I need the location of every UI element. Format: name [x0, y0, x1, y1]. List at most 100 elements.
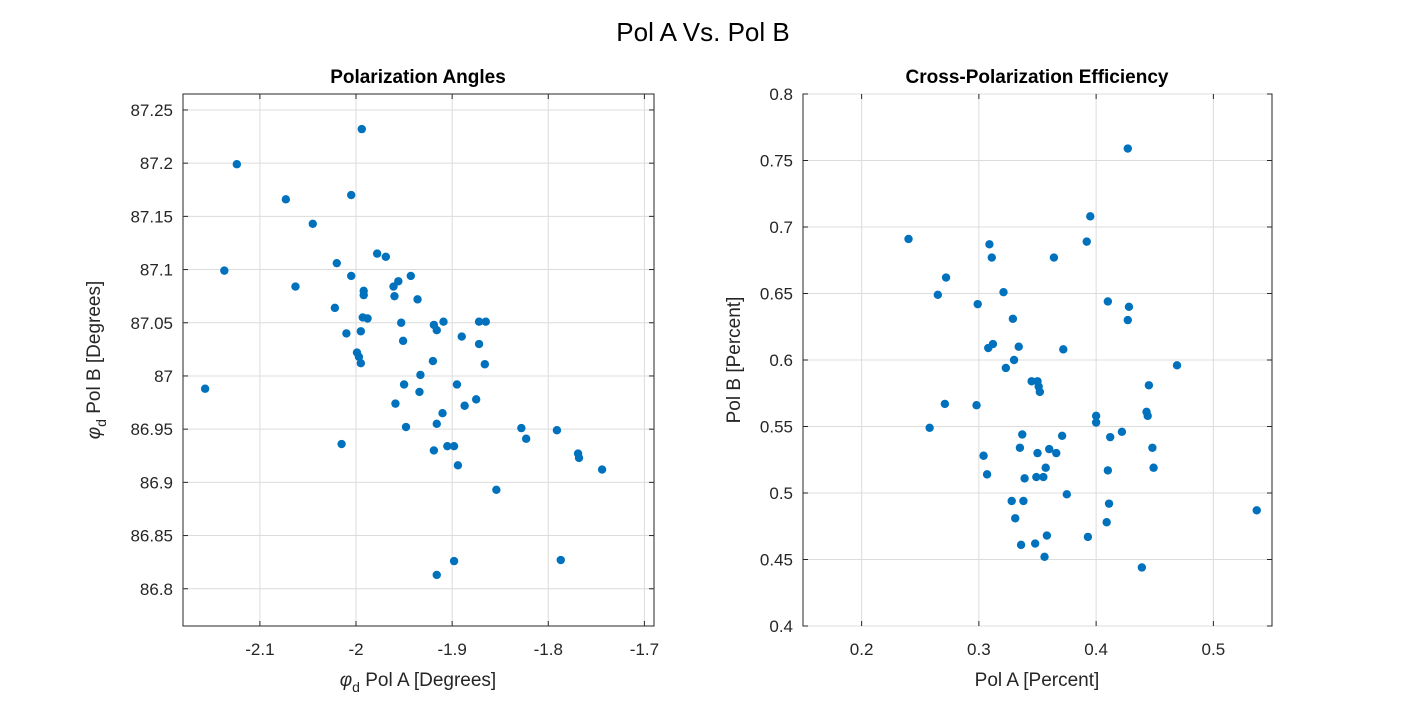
data-point — [940, 399, 950, 409]
data-point — [552, 426, 562, 435]
data-point — [337, 439, 346, 449]
x-tick-label: -1.8 — [534, 640, 563, 659]
data-point — [390, 291, 399, 301]
data-point — [1104, 499, 1114, 508]
y-tick-label: 87 — [154, 367, 173, 386]
data-point — [1035, 387, 1045, 397]
data-point — [521, 434, 531, 443]
y-tick-label: 0.6 — [769, 351, 793, 370]
left-plot-area — [182, 93, 655, 627]
data-point — [1030, 539, 1040, 548]
data-point — [428, 356, 438, 366]
data-point — [1117, 427, 1127, 437]
data-point — [1082, 237, 1091, 246]
data-point — [982, 470, 992, 479]
y-tick-label: 0.8 — [769, 85, 793, 104]
data-point — [1148, 443, 1157, 452]
data-point — [941, 273, 951, 282]
y-tick-label: 87.05 — [130, 314, 173, 333]
data-point — [1086, 212, 1095, 221]
x-tick-label: -2 — [348, 640, 363, 659]
data-point — [972, 401, 981, 410]
data-point — [363, 314, 372, 323]
data-point — [1011, 514, 1020, 523]
y-tick-label: 86.8 — [140, 580, 173, 599]
y-tick-label: 0.4 — [769, 617, 793, 636]
left-x-axis-label: φd Pol A [Degrees] — [340, 670, 496, 695]
data-point — [438, 409, 447, 418]
x-tick-label: 0.5 — [1202, 640, 1226, 659]
data-point — [357, 124, 366, 134]
data-point — [406, 271, 416, 281]
data-point — [330, 303, 340, 313]
y-tick-label: 87.1 — [140, 261, 173, 280]
data-point — [394, 277, 403, 286]
data-point — [200, 384, 210, 393]
data-point — [1040, 552, 1049, 562]
data-point — [1105, 432, 1115, 442]
data-point — [415, 387, 424, 397]
data-point — [432, 570, 441, 580]
data-point — [449, 441, 459, 451]
data-point — [457, 332, 466, 341]
left-plot-title: Polarization Angles — [330, 67, 506, 88]
data-point — [1008, 314, 1018, 323]
y-tick-label: 86.95 — [130, 420, 173, 439]
x-tick-label: 0.3 — [967, 640, 991, 659]
data-point — [480, 360, 490, 369]
data-point — [429, 446, 439, 455]
data-point — [1015, 443, 1025, 452]
y-tick-label: 0.65 — [760, 285, 793, 304]
data-point — [1045, 444, 1054, 454]
data-point — [453, 461, 463, 470]
right-grid — [803, 93, 1272, 627]
data-point — [1103, 297, 1113, 306]
data-point — [443, 441, 452, 451]
data-point — [432, 419, 441, 429]
data-point — [1252, 506, 1261, 515]
data-point — [1144, 381, 1154, 390]
polarization-angles-axes: Polarization Angles -2.1 -2 -1.9 -1.8 -1.7 86… — [84, 67, 659, 695]
data-point — [1049, 253, 1059, 262]
data-point — [1102, 518, 1111, 527]
data-point — [999, 287, 1008, 297]
data-point — [381, 252, 391, 261]
data-point — [401, 422, 411, 432]
y-tick-label: 0.55 — [760, 418, 793, 437]
data-point — [1137, 563, 1147, 572]
data-point — [372, 249, 382, 258]
y-tick-label: 0.45 — [760, 551, 793, 570]
data-point — [356, 358, 366, 368]
data-point — [460, 401, 469, 410]
left-grid — [183, 94, 654, 626]
data-point — [1059, 345, 1068, 354]
data-point — [904, 234, 913, 244]
data-point — [1027, 377, 1036, 386]
data-point — [474, 317, 484, 326]
figure-title: Pol A Vs. Pol B — [616, 17, 789, 47]
data-point — [452, 380, 462, 389]
x-tick-label: -2.1 — [245, 640, 274, 659]
x-tick-label: 0.4 — [1084, 640, 1108, 659]
y-tick-label: 0.7 — [769, 218, 793, 237]
data-point — [1032, 472, 1041, 482]
x-tick-label: -1.7 — [630, 640, 659, 659]
right-plot-title: Cross-Polarization Efficiency — [906, 67, 1169, 88]
data-point — [1143, 411, 1152, 421]
data-point — [347, 271, 356, 281]
data-point — [1123, 144, 1132, 153]
data-point — [597, 465, 607, 474]
data-point — [1009, 355, 1019, 365]
data-point — [1091, 411, 1101, 421]
data-point — [356, 327, 366, 336]
x-tick-label: 0.2 — [850, 640, 874, 659]
data-point — [398, 336, 408, 346]
data-point — [1103, 466, 1113, 475]
data-point — [1052, 448, 1061, 458]
data-point — [1041, 463, 1050, 472]
data-point — [973, 299, 982, 309]
data-point — [1001, 363, 1011, 373]
data-point — [432, 326, 441, 335]
data-point — [399, 380, 409, 389]
data-point — [1039, 472, 1048, 482]
